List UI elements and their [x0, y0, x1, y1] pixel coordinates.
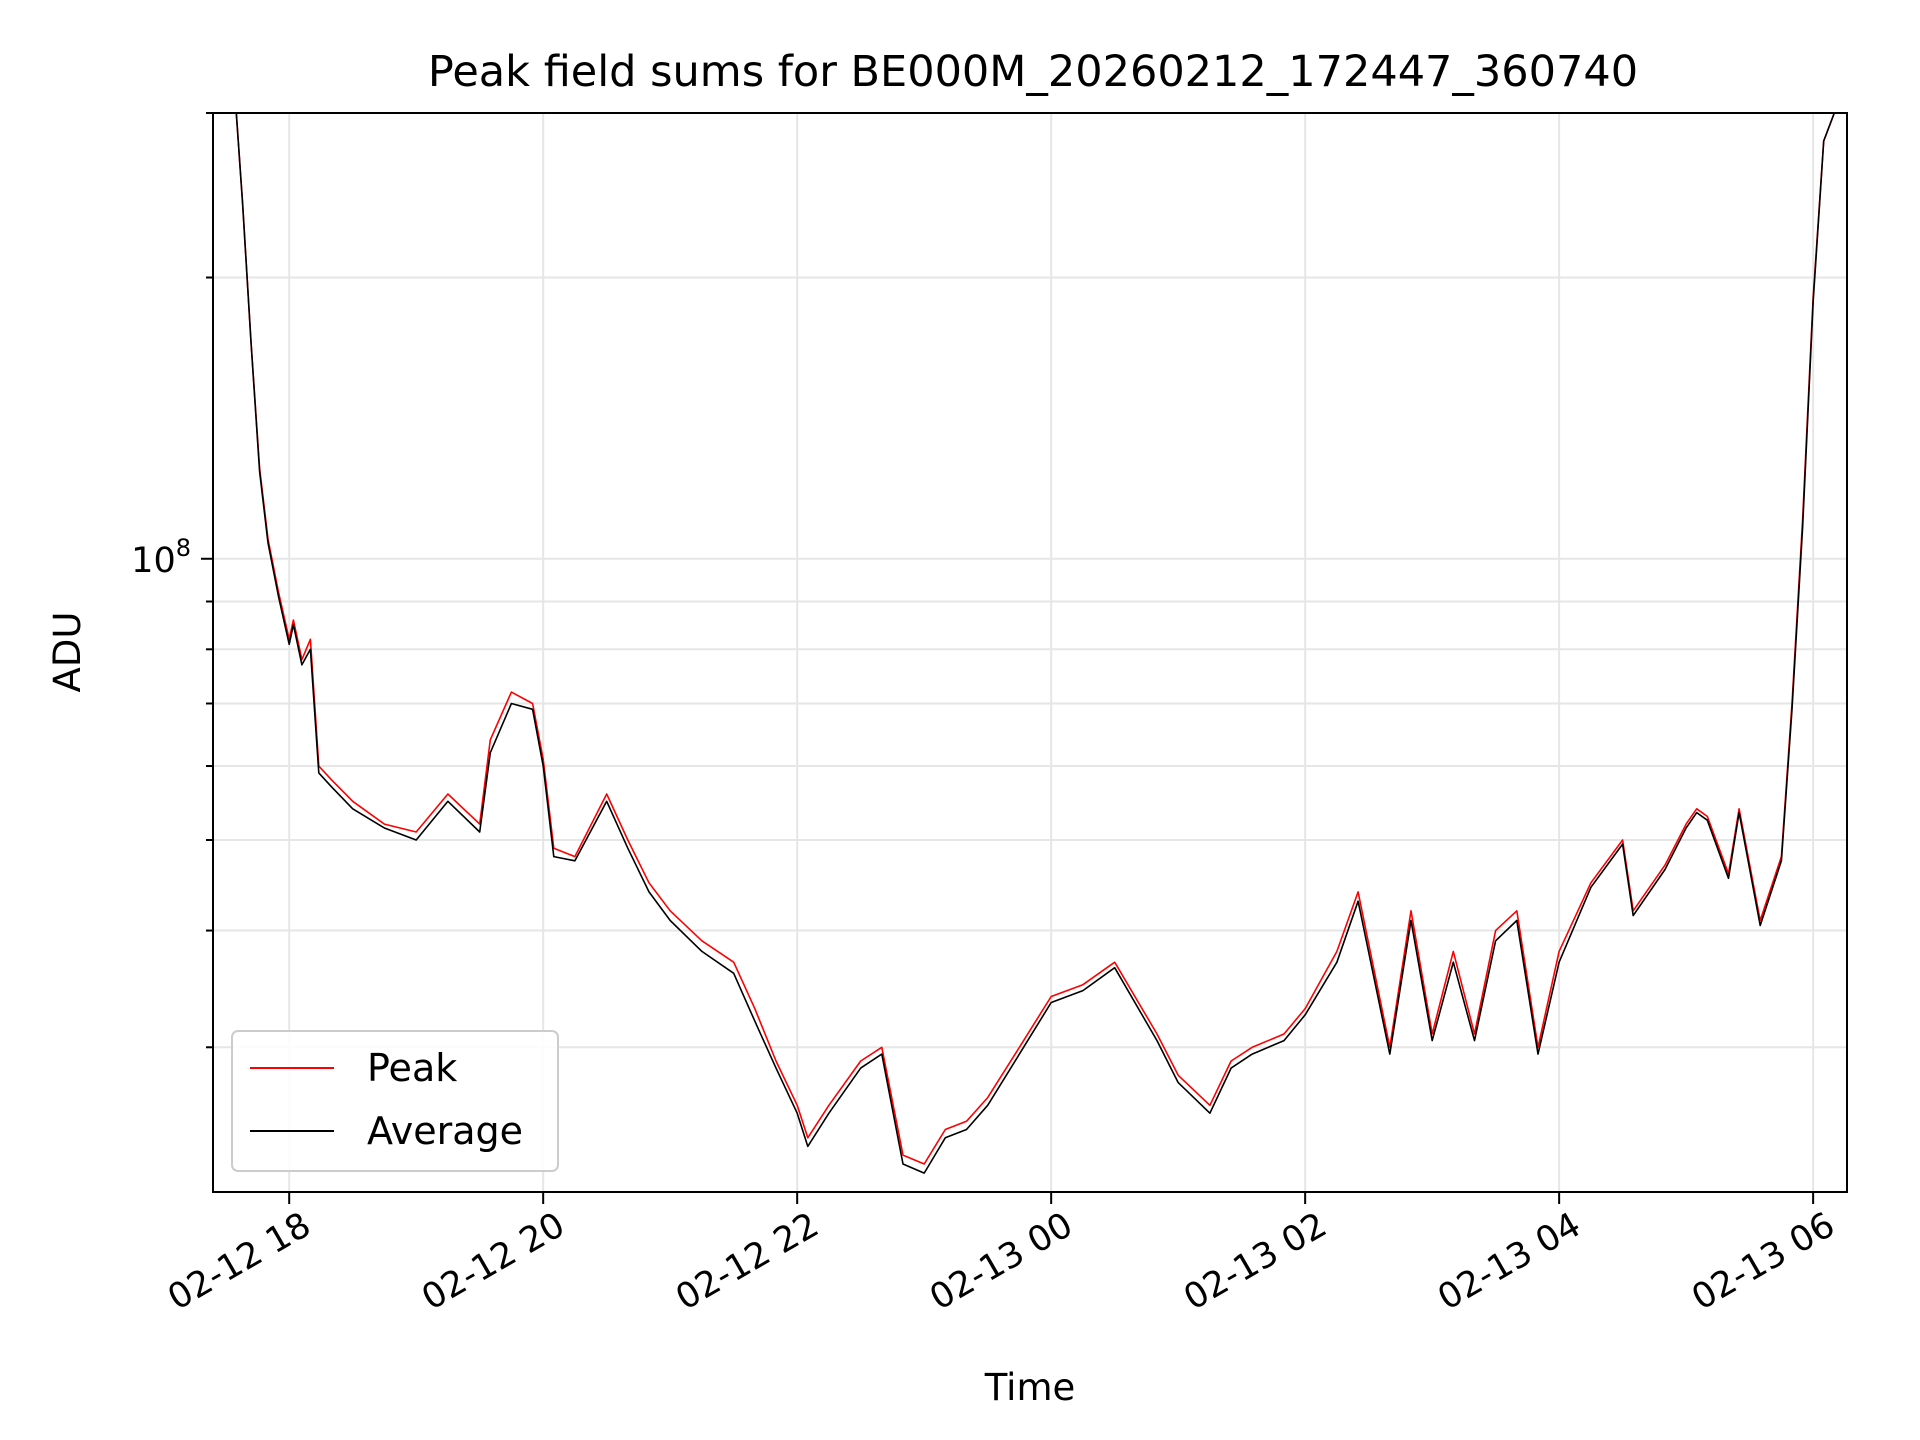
chart-title: Peak field sums for BE000M_20260212_1724… [428, 47, 1638, 97]
y-axis: 108 [131, 112, 213, 1049]
plot-area [213, 113, 1847, 1192]
y-tick-base: 10 [131, 541, 176, 581]
plot-frame [212, 112, 1848, 1193]
legend: Peak Average [231, 1030, 559, 1172]
y-tick-label: 108 [131, 534, 191, 581]
legend-label-peak: Peak [367, 1046, 457, 1090]
series-line-average [213, 112, 1836, 1174]
series-layer [213, 112, 1836, 1174]
legend-label-average: Average [367, 1109, 523, 1153]
x-axis-label: Time [984, 1366, 1076, 1409]
y-tick-exponent: 8 [176, 534, 191, 562]
y-axis-label: ADU [46, 612, 89, 693]
legend-box [231, 1030, 559, 1172]
